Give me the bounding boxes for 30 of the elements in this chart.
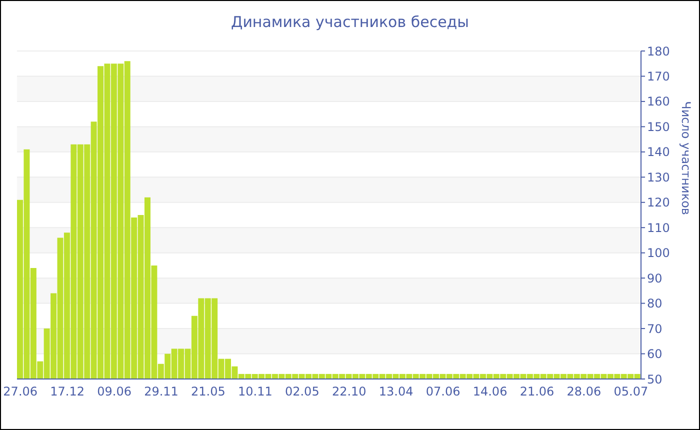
y-tick-label: 50 <box>647 372 662 386</box>
x-tick-label: 21.06 <box>520 384 554 399</box>
y-tick-label: 130 <box>647 170 670 184</box>
x-tick-label: 17.12 <box>50 384 84 399</box>
y-tick-label: 60 <box>647 347 662 362</box>
x-tick-label: 14.06 <box>472 384 508 399</box>
x-tick-label: 22.10 <box>332 384 366 399</box>
y-tick-label: 150 <box>647 120 670 134</box>
x-tick-label: 28.06 <box>566 384 602 399</box>
x-tick-label: 29.11 <box>144 384 178 399</box>
x-tick-label: 27.06 <box>3 384 38 399</box>
y-tick-label: 100 <box>647 246 670 260</box>
y-tick-label: 140 <box>647 145 670 160</box>
x-tick-label: 02.05 <box>284 384 320 399</box>
y-tick-label: 120 <box>647 196 670 210</box>
y-tick-label: 160 <box>647 94 670 109</box>
y-tick-label: 180 <box>647 44 670 58</box>
x-tick-label: 21.05 <box>191 384 226 399</box>
y-tick-label: 170 <box>647 69 670 84</box>
x-tick-label: 05.07 <box>614 384 648 399</box>
x-tick-label: 09.06 <box>97 384 132 399</box>
y-tick-label: 80 <box>647 296 662 311</box>
x-tick-label: 13.04 <box>378 384 414 399</box>
y-axis-title: Число участников <box>678 101 693 215</box>
y-tick-label: 90 <box>647 271 662 286</box>
chart-title: Динамика участников беседы <box>230 13 470 31</box>
y-tick-label: 70 <box>647 322 662 336</box>
x-tick-label: 07.06 <box>426 384 460 399</box>
y-tick-label: 110 <box>647 220 670 235</box>
x-tick-label: 10.11 <box>238 384 272 399</box>
